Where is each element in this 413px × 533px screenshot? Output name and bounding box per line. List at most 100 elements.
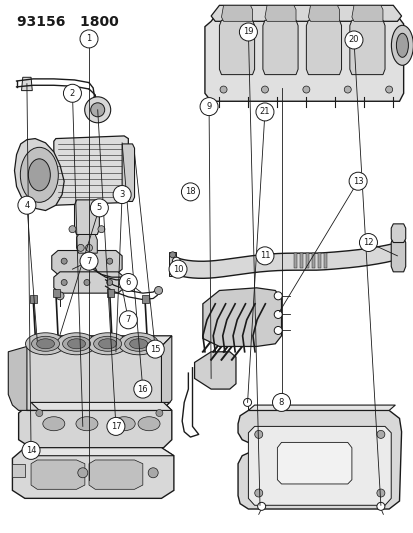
- Polygon shape: [76, 235, 97, 253]
- Circle shape: [254, 430, 262, 439]
- Polygon shape: [204, 16, 403, 101]
- Polygon shape: [161, 336, 171, 402]
- Circle shape: [36, 409, 43, 417]
- Ellipse shape: [43, 417, 65, 431]
- Circle shape: [169, 269, 175, 276]
- Circle shape: [119, 311, 137, 329]
- Circle shape: [273, 310, 282, 319]
- Polygon shape: [237, 410, 401, 509]
- Polygon shape: [12, 464, 25, 477]
- Circle shape: [273, 292, 282, 300]
- Circle shape: [172, 257, 180, 265]
- Polygon shape: [248, 426, 390, 505]
- Circle shape: [22, 441, 40, 459]
- Text: 93156   1800: 93156 1800: [17, 15, 118, 29]
- Circle shape: [107, 417, 125, 435]
- Polygon shape: [194, 352, 235, 389]
- Polygon shape: [308, 5, 339, 21]
- Ellipse shape: [88, 333, 127, 355]
- Ellipse shape: [76, 417, 98, 431]
- Circle shape: [255, 247, 273, 265]
- Circle shape: [172, 265, 180, 273]
- Ellipse shape: [31, 336, 59, 351]
- Text: 17: 17: [110, 422, 121, 431]
- Polygon shape: [211, 5, 401, 21]
- Circle shape: [85, 244, 92, 252]
- Ellipse shape: [396, 33, 407, 58]
- Circle shape: [302, 86, 309, 93]
- Polygon shape: [31, 460, 85, 489]
- Polygon shape: [349, 20, 384, 75]
- Polygon shape: [89, 460, 142, 489]
- Circle shape: [344, 86, 350, 93]
- Ellipse shape: [119, 333, 158, 355]
- Polygon shape: [31, 402, 171, 410]
- Polygon shape: [54, 136, 128, 205]
- Bar: [305, 253, 308, 268]
- Circle shape: [385, 86, 392, 93]
- Polygon shape: [185, 185, 191, 192]
- Circle shape: [243, 398, 251, 407]
- Ellipse shape: [67, 339, 85, 349]
- Circle shape: [119, 273, 137, 292]
- PathPatch shape: [173, 243, 396, 278]
- Text: 7: 7: [126, 316, 131, 324]
- Circle shape: [257, 502, 265, 511]
- Ellipse shape: [57, 333, 96, 355]
- Circle shape: [107, 258, 112, 264]
- Circle shape: [80, 30, 98, 48]
- Circle shape: [156, 409, 162, 417]
- Circle shape: [98, 225, 104, 233]
- Bar: [323, 253, 326, 268]
- Circle shape: [376, 502, 384, 511]
- Bar: [311, 253, 314, 268]
- Text: 20: 20: [348, 36, 358, 44]
- Ellipse shape: [390, 25, 413, 66]
- Text: 3: 3: [119, 190, 124, 199]
- Circle shape: [348, 172, 366, 190]
- Text: 18: 18: [185, 188, 195, 196]
- Bar: [293, 253, 296, 268]
- Text: 11: 11: [259, 252, 270, 260]
- Circle shape: [169, 260, 187, 278]
- Polygon shape: [14, 139, 64, 211]
- Text: 13: 13: [352, 177, 363, 185]
- Circle shape: [239, 23, 257, 41]
- Polygon shape: [277, 442, 351, 484]
- Bar: [169, 252, 176, 276]
- Polygon shape: [262, 20, 297, 75]
- Ellipse shape: [113, 417, 135, 431]
- Text: 6: 6: [126, 278, 131, 287]
- Circle shape: [199, 98, 218, 116]
- Text: 5: 5: [97, 204, 102, 212]
- Circle shape: [84, 279, 90, 286]
- Polygon shape: [248, 405, 394, 410]
- Circle shape: [18, 196, 36, 214]
- Circle shape: [254, 489, 262, 497]
- Circle shape: [220, 86, 226, 93]
- Polygon shape: [142, 295, 149, 303]
- Circle shape: [148, 468, 158, 478]
- Ellipse shape: [138, 417, 160, 431]
- Ellipse shape: [26, 333, 65, 355]
- Circle shape: [376, 489, 384, 497]
- Polygon shape: [30, 295, 37, 303]
- Polygon shape: [390, 224, 405, 243]
- Circle shape: [84, 258, 90, 264]
- Text: 19: 19: [242, 28, 253, 36]
- Circle shape: [261, 86, 268, 93]
- Ellipse shape: [124, 336, 152, 351]
- Circle shape: [169, 252, 175, 258]
- Text: 7: 7: [86, 257, 91, 265]
- Ellipse shape: [20, 147, 58, 203]
- Text: 4: 4: [24, 201, 29, 209]
- Circle shape: [63, 84, 81, 102]
- Ellipse shape: [129, 339, 147, 349]
- Polygon shape: [54, 272, 124, 293]
- Polygon shape: [52, 251, 122, 274]
- Polygon shape: [25, 448, 173, 456]
- Polygon shape: [122, 144, 134, 201]
- Polygon shape: [351, 5, 382, 21]
- Text: 8: 8: [278, 398, 283, 407]
- Text: 12: 12: [362, 238, 373, 247]
